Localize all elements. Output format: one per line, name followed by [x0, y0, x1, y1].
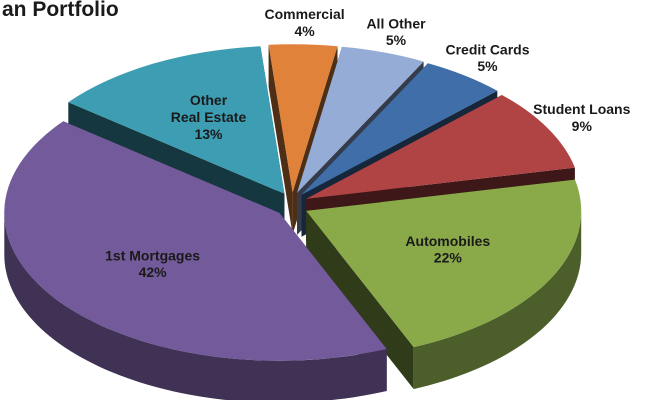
slice	[268, 44, 338, 193]
value-label: 5%	[477, 58, 498, 74]
category-label: Credit Cards	[445, 41, 529, 57]
category-label-line: Commercial	[265, 6, 345, 22]
value-label: 4%	[294, 23, 315, 39]
value-label: 9%	[572, 118, 593, 134]
category-label-line: Real Estate	[171, 109, 247, 125]
slice	[4, 121, 387, 361]
category-label: Commercial	[265, 6, 345, 22]
slice	[68, 46, 285, 194]
value-label: 5%	[386, 32, 407, 48]
slice-rim	[4, 212, 387, 400]
slice-side	[306, 210, 414, 390]
value-label: 22%	[434, 250, 463, 266]
category-label-line: 1st Mortgages	[105, 247, 200, 263]
category-label-line: Other	[190, 92, 228, 108]
category-label: 1st Mortgages	[105, 247, 200, 263]
chart-title: an Portfolio	[2, 0, 119, 21]
category-label-line: All Other	[366, 15, 426, 31]
pie	[4, 44, 582, 400]
category-label: All Other	[366, 15, 426, 31]
value-label: 13%	[194, 126, 223, 142]
slice	[306, 95, 575, 199]
category-label: Student Loans	[533, 101, 630, 117]
category-label-line: Automobiles	[405, 233, 490, 249]
slice-side	[268, 44, 293, 235]
slice-rim	[413, 210, 582, 390]
value-label: 42%	[139, 264, 168, 280]
category-label-line: Student Loans	[533, 101, 630, 117]
slice	[297, 46, 424, 193]
category-label: Other Real Estate	[171, 92, 247, 125]
category-label-line: Credit Cards	[445, 41, 529, 57]
slice	[306, 179, 582, 348]
slice	[301, 63, 498, 195]
category-label: Automobiles	[405, 233, 490, 249]
